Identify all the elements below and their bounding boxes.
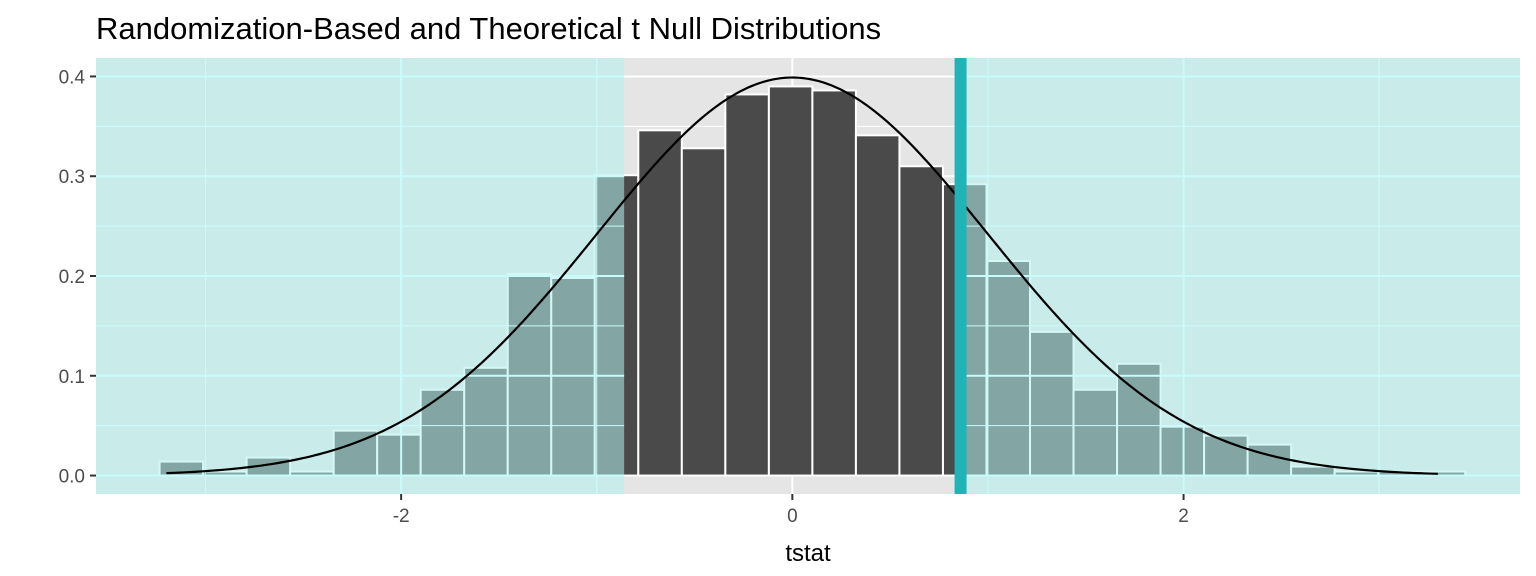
histogram-bar-14 — [724, 93, 770, 477]
histogram-bar-12 — [637, 129, 683, 477]
theoretical-t-curve — [166, 76, 1438, 475]
y-tick-label: 0.3 — [59, 167, 85, 188]
x-tick-label: 0 — [787, 506, 798, 527]
y-tick-label: 0.0 — [59, 467, 85, 488]
y-tick-label: 0.4 — [59, 67, 86, 88]
histogram-bar-15 — [767, 85, 814, 477]
x-tick-label: -2 — [393, 506, 410, 527]
histogram-bar-13 — [680, 147, 727, 477]
chart-title: Randomization-Based and Theoretical t Nu… — [96, 11, 881, 46]
y-axis: 0.0 0.1 0.2 0.3 0.4 — [59, 67, 96, 488]
shaded-tail-regions — [96, 58, 1520, 494]
y-tick-label: 0.2 — [59, 267, 85, 288]
histogram-bar-16 — [811, 89, 857, 477]
histogram-bar-17 — [854, 134, 901, 477]
y-tick-label: 0.1 — [59, 367, 85, 388]
histogram-bar-18 — [898, 165, 944, 477]
x-axis-title: tstat — [785, 540, 831, 567]
x-axis: -2 0 2 — [393, 494, 1189, 527]
x-tick-label: 2 — [1178, 506, 1189, 527]
